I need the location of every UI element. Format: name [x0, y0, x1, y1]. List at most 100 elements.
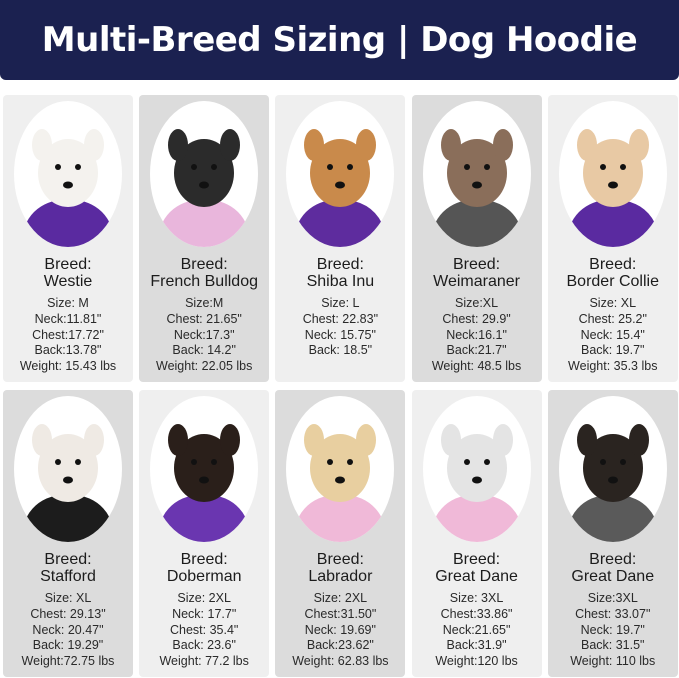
- spec-line: Back: 23.6": [172, 638, 236, 653]
- spec-line: Chest:33.86": [440, 606, 513, 621]
- size-specs: Size: 2XL Neck: 17.7" Chest: 35.4" Back: 23…: [139, 591, 269, 670]
- spec-line: Back:23.62": [306, 638, 374, 653]
- spec-line: Back:13.78": [34, 343, 102, 358]
- size-specs: Size: L Chest: 22.83" Neck: 15.75" Back: 18…: [275, 296, 405, 359]
- breed-card: Breed: Border Collie Size: XL Chest: 25.2…: [547, 95, 678, 382]
- dog-illustration-icon: [292, 129, 389, 247]
- spec-line: Neck: 20.47": [32, 622, 104, 637]
- dog-photo: [14, 396, 122, 542]
- spec-line: Neck:21.65": [442, 622, 511, 637]
- breed-name: Breed: French Bulldog: [139, 256, 269, 290]
- page-title: Multi-Breed Sizing | Dog Hoodie: [41, 20, 638, 60]
- size-chart-grid: Breed: Westie Size: M Neck:11.81" Chest:17…: [3, 95, 678, 677]
- breed-value: Weimaraner: [433, 273, 520, 290]
- dog-illustration-icon: [564, 424, 661, 542]
- breed-value: French Bulldog: [150, 273, 258, 290]
- dog-illustration-icon: [428, 129, 525, 247]
- dog-illustration-icon: [20, 129, 116, 247]
- dog-illustration-icon: [156, 424, 253, 542]
- breed-label: Breed:: [180, 256, 228, 273]
- spec-line: Back: 19.29": [32, 638, 104, 653]
- breed-card: Breed: Shiba Inu Size: L Chest: 22.83" Nec…: [275, 95, 406, 382]
- spec-line: Back:31.9": [446, 638, 507, 653]
- spec-line: Size:M: [185, 296, 224, 310]
- spec-line: Weight: 77.2 lbs: [159, 654, 249, 669]
- breed-name: Breed: Weimaraner: [412, 256, 542, 290]
- dog-photo: [558, 396, 667, 542]
- spec-line: Back: 18.5": [308, 343, 373, 358]
- dog-photo: [286, 101, 395, 247]
- breed-value: Westie: [43, 273, 93, 290]
- size-specs: Size:XL Chest: 29.9" Neck:16.1" Back:21.7" W…: [412, 296, 542, 375]
- spec-line: Neck: 15.4": [580, 327, 645, 342]
- breed-name: Breed: Border Collie: [548, 256, 678, 290]
- breed-card: Breed: Westie Size: M Neck:11.81" Chest:17…: [3, 95, 133, 382]
- breed-name: Breed: Westie: [3, 256, 133, 290]
- spec-line: Neck: 17.7": [172, 606, 237, 621]
- spec-line: Weight: 15.43 lbs: [19, 359, 117, 374]
- breed-name: Breed: Great Dane: [412, 551, 542, 585]
- breed-value: Shiba Inu: [306, 273, 375, 290]
- size-specs: Size: M Neck:11.81" Chest:17.72" Back:13.78…: [3, 296, 133, 375]
- spec-line: Weight: 22.05 lbs: [156, 359, 253, 374]
- spec-line: Neck: 15.75": [304, 327, 376, 342]
- dog-photo: [286, 396, 395, 542]
- breed-label: Breed:: [316, 551, 364, 568]
- dog-illustration-icon: [20, 424, 116, 542]
- spec-line: Back: 31.5": [580, 638, 645, 653]
- title-banner: Multi-Breed Sizing | Dog Hoodie: [0, 0, 679, 80]
- breed-label: Breed:: [589, 551, 637, 568]
- spec-line: Weight:72.75 lbs: [21, 654, 115, 669]
- spec-line: Chest: 33.07": [575, 606, 651, 621]
- spec-line: Size: XL: [589, 296, 637, 310]
- dog-photo: [558, 101, 667, 247]
- breed-label: Breed:: [180, 551, 228, 568]
- spec-line: Chest: 22.83": [302, 311, 379, 326]
- spec-line: Chest: 29.13": [30, 606, 106, 621]
- dog-photo: [150, 396, 259, 542]
- breed-value: Border Collie: [566, 273, 659, 290]
- breed-name: Breed: Doberman: [139, 551, 269, 585]
- spec-line: Chest: 29.9": [442, 311, 511, 326]
- breed-value: Labrador: [308, 568, 373, 585]
- dog-photo: [422, 396, 531, 542]
- dog-illustration-icon: [564, 129, 661, 247]
- dog-illustration-icon: [292, 424, 389, 542]
- spec-line: Back: 14.2": [172, 343, 236, 358]
- spec-line: Weight: 48.5 lbs: [431, 359, 522, 374]
- size-specs: Size: XL Chest: 29.13" Neck: 20.47" Back: 1…: [3, 591, 133, 670]
- dog-photo: [422, 101, 531, 247]
- breed-card: Breed: Great Dane Size:3XL Chest: 33.07" N…: [547, 390, 678, 677]
- spec-line: Size:3XL: [587, 591, 638, 605]
- breed-label: Breed:: [452, 256, 501, 273]
- spec-line: Neck:17.3": [173, 327, 235, 342]
- size-specs: Size: XL Chest: 25.2" Neck: 15.4" Back: 19.…: [548, 296, 678, 375]
- size-specs: Size: 2XL Chest:31.50" Neck: 19.69" Back:23…: [275, 591, 405, 670]
- spec-line: Chest:31.50": [304, 606, 377, 621]
- spec-line: Size:XL: [455, 296, 499, 310]
- spec-line: Weight: 35.3 lbs: [568, 359, 658, 374]
- spec-line: Size: M: [47, 296, 89, 310]
- size-specs: Size: 3XL Chest:33.86" Neck:21.65" Back:31.…: [412, 591, 542, 670]
- breed-card: Breed: Weimaraner Size:XL Chest: 29.9" Nec…: [411, 95, 542, 382]
- breed-label: Breed:: [44, 551, 92, 568]
- breed-label: Breed:: [316, 256, 364, 273]
- spec-line: Back:21.7": [446, 343, 507, 358]
- spec-line: Chest: 35.4": [170, 622, 239, 637]
- spec-line: Neck:11.81": [34, 311, 102, 326]
- breed-card: Breed: Stafford Size: XL Chest: 29.13" Nec…: [3, 390, 133, 677]
- spec-line: Size: 3XL: [449, 591, 504, 605]
- breed-value: Doberman: [166, 568, 242, 585]
- breed-name: Breed: Great Dane: [548, 551, 678, 585]
- spec-line: Neck: 19.7": [580, 622, 645, 637]
- spec-line: Neck: 19.69": [304, 622, 376, 637]
- spec-line: Size: 2XL: [177, 591, 231, 605]
- spec-line: Size: L: [321, 296, 360, 310]
- dog-illustration-icon: [428, 424, 525, 542]
- spec-line: Weight: 62.83 lbs: [292, 654, 389, 669]
- breed-name: Breed: Shiba Inu: [275, 256, 405, 290]
- spec-line: Size: XL: [44, 591, 92, 605]
- size-specs: Size:3XL Chest: 33.07" Neck: 19.7" Back: 31…: [548, 591, 678, 670]
- dog-illustration-icon: [156, 129, 253, 247]
- breed-card: Breed: Doberman Size: 2XL Neck: 17.7" Ches…: [139, 390, 270, 677]
